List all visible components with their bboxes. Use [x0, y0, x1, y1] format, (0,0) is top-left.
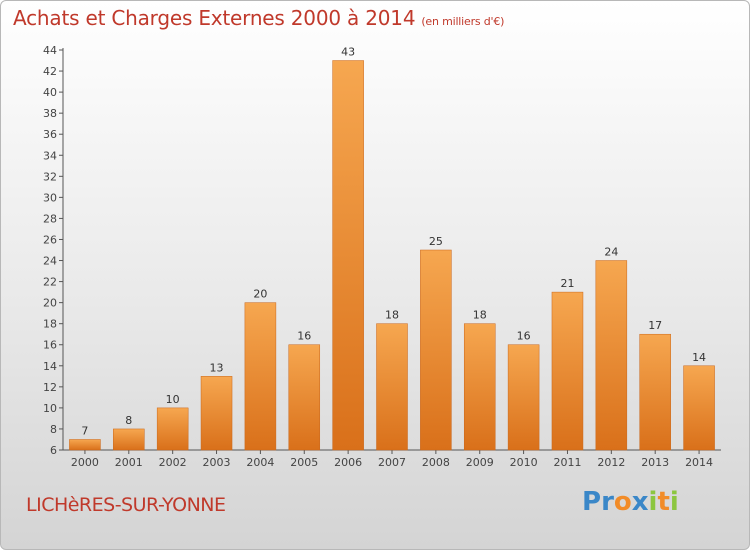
chart-value-labels: 7 8 10 13 20 16 43 18 25 18 16 21 24 17 14	[81, 46, 706, 438]
bar-2005	[288, 344, 321, 451]
x-tick-label: 2006	[334, 456, 362, 469]
logo-letter: r	[601, 487, 614, 517]
x-tick-label: 2010	[510, 456, 538, 469]
bar-2007	[376, 323, 408, 451]
value-label-2013: 17	[648, 319, 662, 332]
x-tick-label: 2008	[422, 456, 450, 469]
bar-2008	[420, 249, 452, 451]
value-label-2014: 14	[692, 351, 706, 364]
chart-title-text: Achats et Charges Externes 2000 à 2014	[13, 6, 416, 30]
y-tick-label: 40	[43, 86, 57, 99]
bar-2001	[113, 428, 145, 451]
x-tick-label: 2007	[378, 456, 406, 469]
bar-2009	[463, 323, 496, 451]
y-tick-label: 8	[50, 423, 57, 436]
chart-bars	[69, 60, 715, 451]
proxiti-logo: Proxiti	[582, 487, 679, 517]
x-tick-label: 2014	[685, 456, 713, 469]
x-tick-label: 2013	[641, 456, 669, 469]
bar-2004	[244, 302, 277, 451]
logo-letter: P	[582, 487, 602, 517]
x-tick-label: 2009	[466, 456, 494, 469]
value-label-2006: 43	[341, 46, 355, 59]
bar-2012	[595, 260, 628, 451]
x-tick-label: 2004	[246, 456, 274, 469]
bar-2000	[69, 439, 101, 451]
y-tick-label: 20	[43, 297, 57, 310]
logo-letter: o	[613, 487, 632, 517]
y-tick-label: 24	[43, 255, 57, 268]
x-tick-label: 2003	[203, 456, 231, 469]
y-tick-label: 32	[43, 170, 57, 183]
value-label-2009: 18	[473, 309, 487, 322]
logo-letter: i	[648, 487, 658, 517]
bar-2006	[332, 60, 364, 451]
y-tick-label: 14	[43, 360, 57, 373]
value-label-2011: 21	[560, 277, 574, 290]
y-tick-label: 30	[43, 191, 57, 204]
x-tick-label: 2011	[553, 456, 581, 469]
commune-name: LICHèRES-SUR-YONNE	[26, 494, 226, 516]
bar-2013	[639, 333, 671, 451]
y-tick-label: 44	[43, 44, 57, 57]
value-label-2003: 13	[210, 361, 224, 374]
value-label-2008: 25	[429, 235, 443, 248]
y-tick-label: 38	[43, 107, 57, 120]
chart-subtitle: (en milliers d'€)	[421, 15, 505, 28]
x-tick-label: 2002	[159, 456, 187, 469]
bar-2003	[200, 376, 233, 451]
logo-letter: x	[631, 487, 649, 517]
value-label-2012: 24	[604, 246, 618, 259]
y-tick-label: 26	[43, 233, 57, 246]
logo-letter: i	[669, 487, 679, 517]
bar-2010	[507, 344, 540, 451]
value-label-2004: 20	[253, 288, 267, 301]
bar-2002	[156, 407, 189, 451]
value-label-2000: 7	[81, 424, 88, 437]
bar-2014	[683, 365, 715, 451]
logo-letter: t	[657, 487, 670, 517]
value-label-2007: 18	[385, 309, 399, 322]
y-tick-label: 22	[43, 276, 57, 289]
y-tick-label: 12	[43, 381, 57, 394]
chart-title: Achats et Charges Externes 2000 à 2014 (e…	[13, 6, 504, 30]
y-tick-label: 18	[43, 318, 57, 331]
y-tick-label: 16	[43, 339, 57, 352]
x-tick-label: 2000	[71, 456, 99, 469]
y-tick-label: 10	[43, 402, 57, 415]
y-tick-label: 42	[43, 65, 57, 78]
y-tick-label: 6	[50, 444, 57, 457]
y-tick-label: 34	[43, 149, 57, 162]
value-label-2002: 10	[166, 393, 180, 406]
value-label-2005: 16	[297, 330, 311, 343]
y-tick-label: 36	[43, 128, 57, 141]
x-tick-label: 2012	[597, 456, 625, 469]
x-tick-label: 2005	[290, 456, 318, 469]
x-tick-label: 2001	[115, 456, 143, 469]
value-label-2010: 16	[517, 330, 531, 343]
bar-2011	[551, 291, 584, 451]
value-label-2001: 8	[125, 414, 132, 427]
y-tick-label: 28	[43, 212, 57, 225]
